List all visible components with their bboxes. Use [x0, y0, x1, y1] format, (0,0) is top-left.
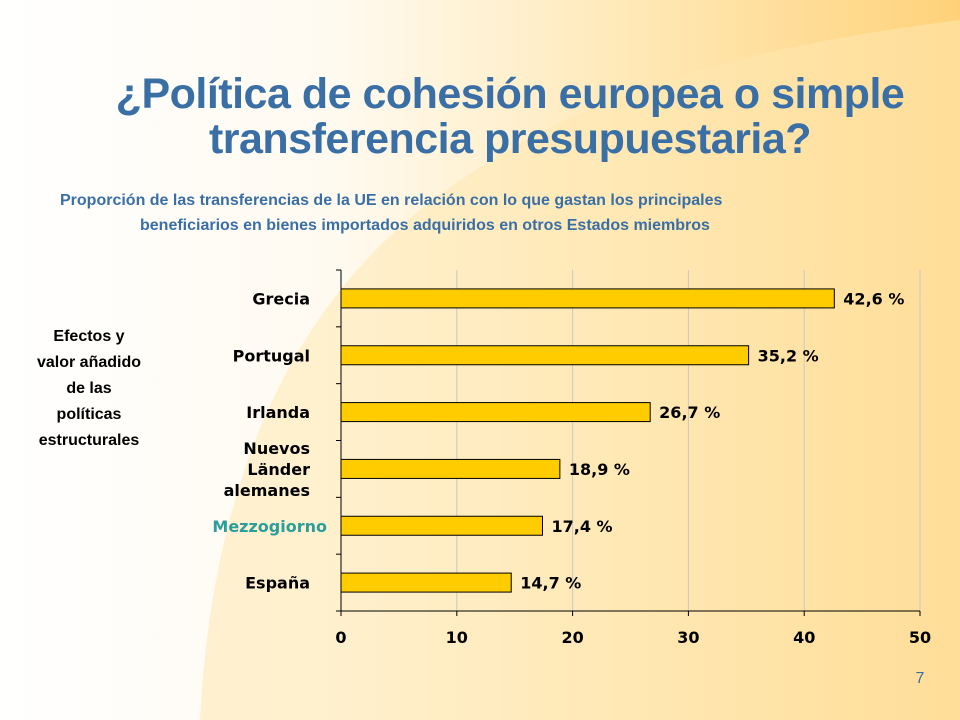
category-label-line: España	[245, 574, 310, 593]
x-tick-label: 30	[677, 628, 699, 647]
bar	[340, 402, 651, 423]
data-label: 14,7 %	[520, 574, 581, 593]
category-label-line: Mezzogiorno	[212, 517, 327, 536]
category-label: Nuevos Länder alemanes	[224, 439, 310, 500]
side-note-line: valor añadido	[36, 354, 142, 371]
slide-title-line: ¿Política de cohesión europea o simple	[115, 70, 905, 118]
chart-subtitle-line: beneficiarios en bienes importados adqui…	[140, 217, 710, 234]
category-label-line: Irlanda	[246, 403, 310, 422]
chart-subtitle: Proporción de las transferencias de la U…	[60, 188, 950, 238]
data-label: 26,7 %	[659, 403, 720, 422]
category-label: España	[245, 574, 310, 593]
side-note-line: estructurales	[38, 432, 140, 449]
category-label-line: alemanes	[224, 481, 310, 500]
x-tick-label: 10	[446, 628, 468, 647]
category-label: Portugal	[233, 346, 310, 365]
bar	[340, 288, 835, 309]
category-label: Grecia	[252, 289, 310, 308]
category-label-line: Portugal	[233, 346, 310, 365]
data-label: 35,2 %	[758, 346, 819, 365]
side-note-line: de las	[66, 380, 112, 397]
x-tick-label: 40	[793, 628, 815, 647]
category-label-line: Nuevos	[243, 439, 310, 458]
bar	[340, 345, 750, 366]
side-note: Efectos y valor añadido de las políticas…	[14, 324, 164, 454]
slide-title: ¿Política de cohesión europea o simple t…	[60, 72, 960, 162]
data-label: 42,6 %	[843, 289, 904, 308]
category-label: Irlanda	[246, 403, 310, 422]
chart-subtitle-line: Proporción de las transferencias de la U…	[60, 192, 723, 209]
bar	[340, 572, 512, 593]
bar	[340, 458, 561, 479]
side-note-line: políticas	[56, 406, 122, 423]
category-label: Mezzogiorno	[212, 517, 327, 536]
x-tick-label: 0	[335, 628, 346, 647]
category-label-line: Länder	[247, 460, 310, 479]
bar	[340, 515, 543, 536]
x-tick-label: 50	[909, 628, 931, 647]
x-tick-label: 20	[561, 628, 583, 647]
category-label-line: Grecia	[252, 289, 310, 308]
side-note-line: Efectos y	[53, 328, 125, 345]
data-label: 18,9 %	[569, 460, 630, 479]
page-number: 7	[915, 670, 925, 687]
data-label: 17,4 %	[551, 517, 612, 536]
slide-title-line: transferencia presupuestaria?	[208, 115, 812, 163]
